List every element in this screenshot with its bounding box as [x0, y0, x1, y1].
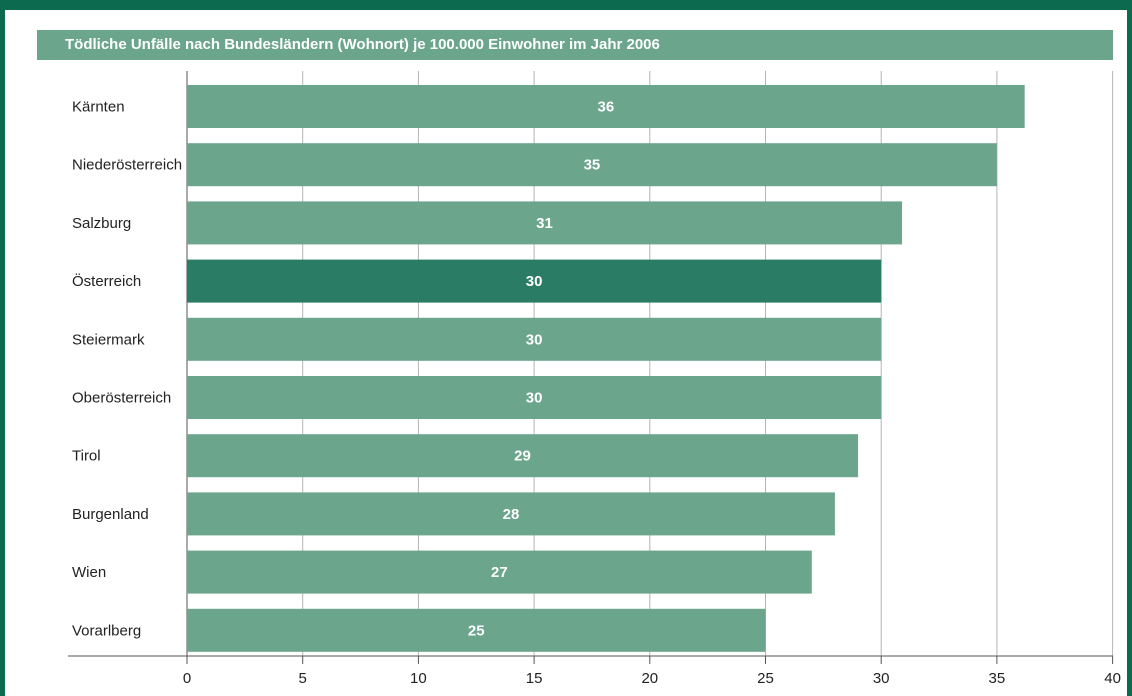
bar [187, 259, 882, 303]
bar [187, 317, 882, 361]
bar-value-label: 35 [584, 157, 601, 174]
category-label: Niederösterreich [72, 157, 182, 174]
category-label: Kärnten [72, 99, 125, 116]
bar-value-label: 31 [536, 215, 553, 232]
category-label: Burgenland [72, 506, 149, 523]
x-tick-label: 30 [873, 670, 890, 687]
bar [187, 376, 882, 419]
bar-value-label: 30 [526, 331, 543, 348]
bar [187, 608, 766, 652]
bar [187, 492, 835, 536]
x-tick-label: 40 [1104, 670, 1121, 687]
x-tick-label: 10 [410, 670, 427, 687]
category-label: Salzburg [72, 215, 131, 232]
bar [187, 434, 859, 478]
x-tick-label: 20 [641, 670, 658, 687]
bar [187, 143, 997, 187]
x-tick-label: 25 [757, 670, 774, 687]
bar-value-label: 36 [597, 99, 614, 116]
category-label: Wien [72, 564, 106, 581]
x-tick-label: 0 [183, 670, 191, 687]
bar [187, 201, 903, 245]
bar-value-label: 30 [526, 390, 543, 407]
bar [187, 85, 1025, 128]
category-label: Tirol [72, 448, 101, 465]
category-label: Oberösterreich [72, 390, 171, 407]
bar [187, 550, 812, 594]
x-tick-label: 15 [526, 670, 543, 687]
bar-value-label: 25 [468, 622, 485, 639]
category-label: Steiermark [72, 331, 145, 348]
chart-title: Tödliche Unfälle nach Bundesländern (Woh… [37, 30, 1113, 60]
x-tick-label: 5 [299, 670, 307, 687]
bar-value-label: 28 [503, 506, 520, 523]
category-label: Österreich [72, 272, 141, 290]
bar-value-label: 29 [514, 448, 531, 465]
x-tick-label: 35 [989, 670, 1006, 687]
bar-value-label: 30 [526, 273, 543, 290]
bar-value-label: 27 [491, 564, 508, 581]
category-label: Vorarlberg [72, 622, 141, 639]
